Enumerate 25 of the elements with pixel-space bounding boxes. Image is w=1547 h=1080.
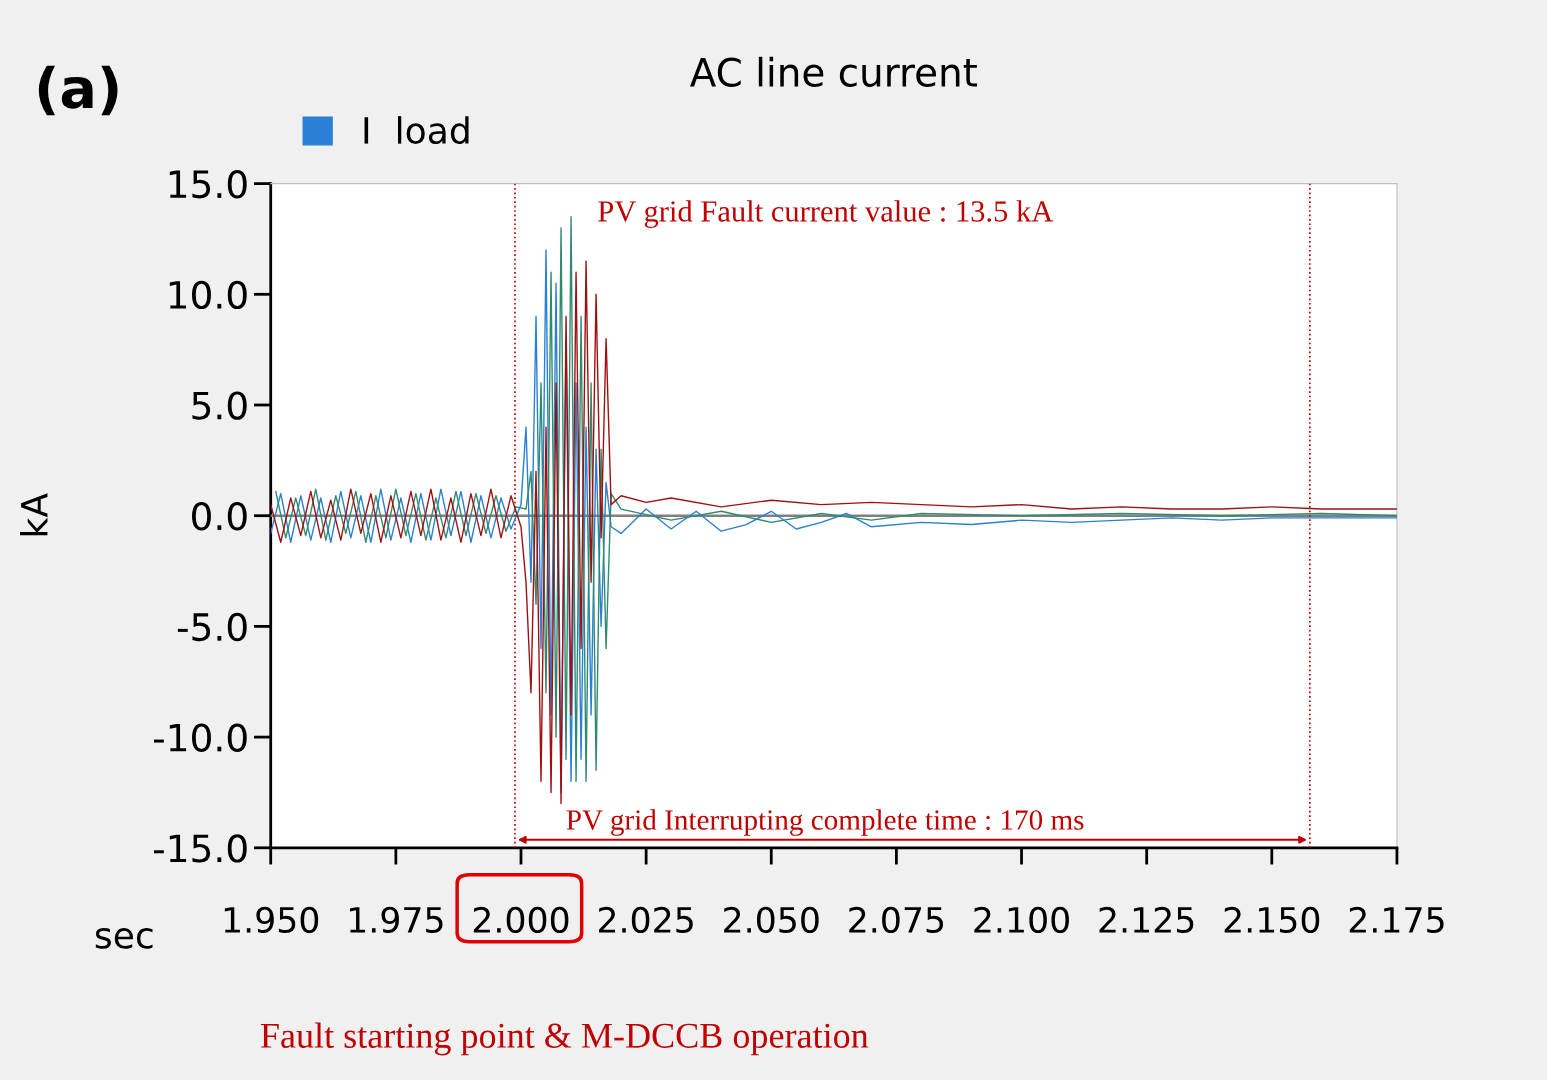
y-tick-label: -15.0: [154, 834, 247, 863]
y-tick-label: 0.0: [192, 502, 247, 531]
y-tick-label: 15.0: [169, 170, 247, 199]
x-tick-label: 2.150: [1224, 906, 1320, 934]
legend-label: I load: [364, 116, 469, 145]
x-tick-label: 2.000: [473, 906, 569, 934]
annotation: PV grid Interrupting complete time : 170 ms: [566, 809, 1084, 836]
y-axis-title: kA: [20, 493, 48, 536]
x-tick-label: 2.075: [849, 906, 944, 934]
y-tick-label: 10.0: [169, 280, 247, 310]
x-tick-label: 2.050: [724, 906, 819, 934]
y-tick-label: 5.0: [192, 391, 247, 420]
x-tick-label: 2.100: [974, 906, 1069, 934]
text: (a): [38, 65, 118, 116]
x-tick-label: 2.125: [1099, 906, 1194, 934]
y-tick-label: -10.0: [154, 723, 247, 752]
x-tick-label: 1.975: [349, 906, 443, 934]
x-tick-label: 2.025: [598, 906, 693, 934]
y-tick-label: -5.0: [177, 612, 247, 642]
x-tick-label: 2.175: [1349, 906, 1444, 934]
text: Fault starting point & M-DCCB operation: [260, 1022, 869, 1056]
chart-title: AC line current: [690, 56, 978, 87]
x-tick-label: 1.950: [224, 906, 319, 934]
x-axis-title: sec: [95, 928, 153, 949]
annotation: PV grid Fault current value : 13.5 kA: [598, 200, 1054, 228]
